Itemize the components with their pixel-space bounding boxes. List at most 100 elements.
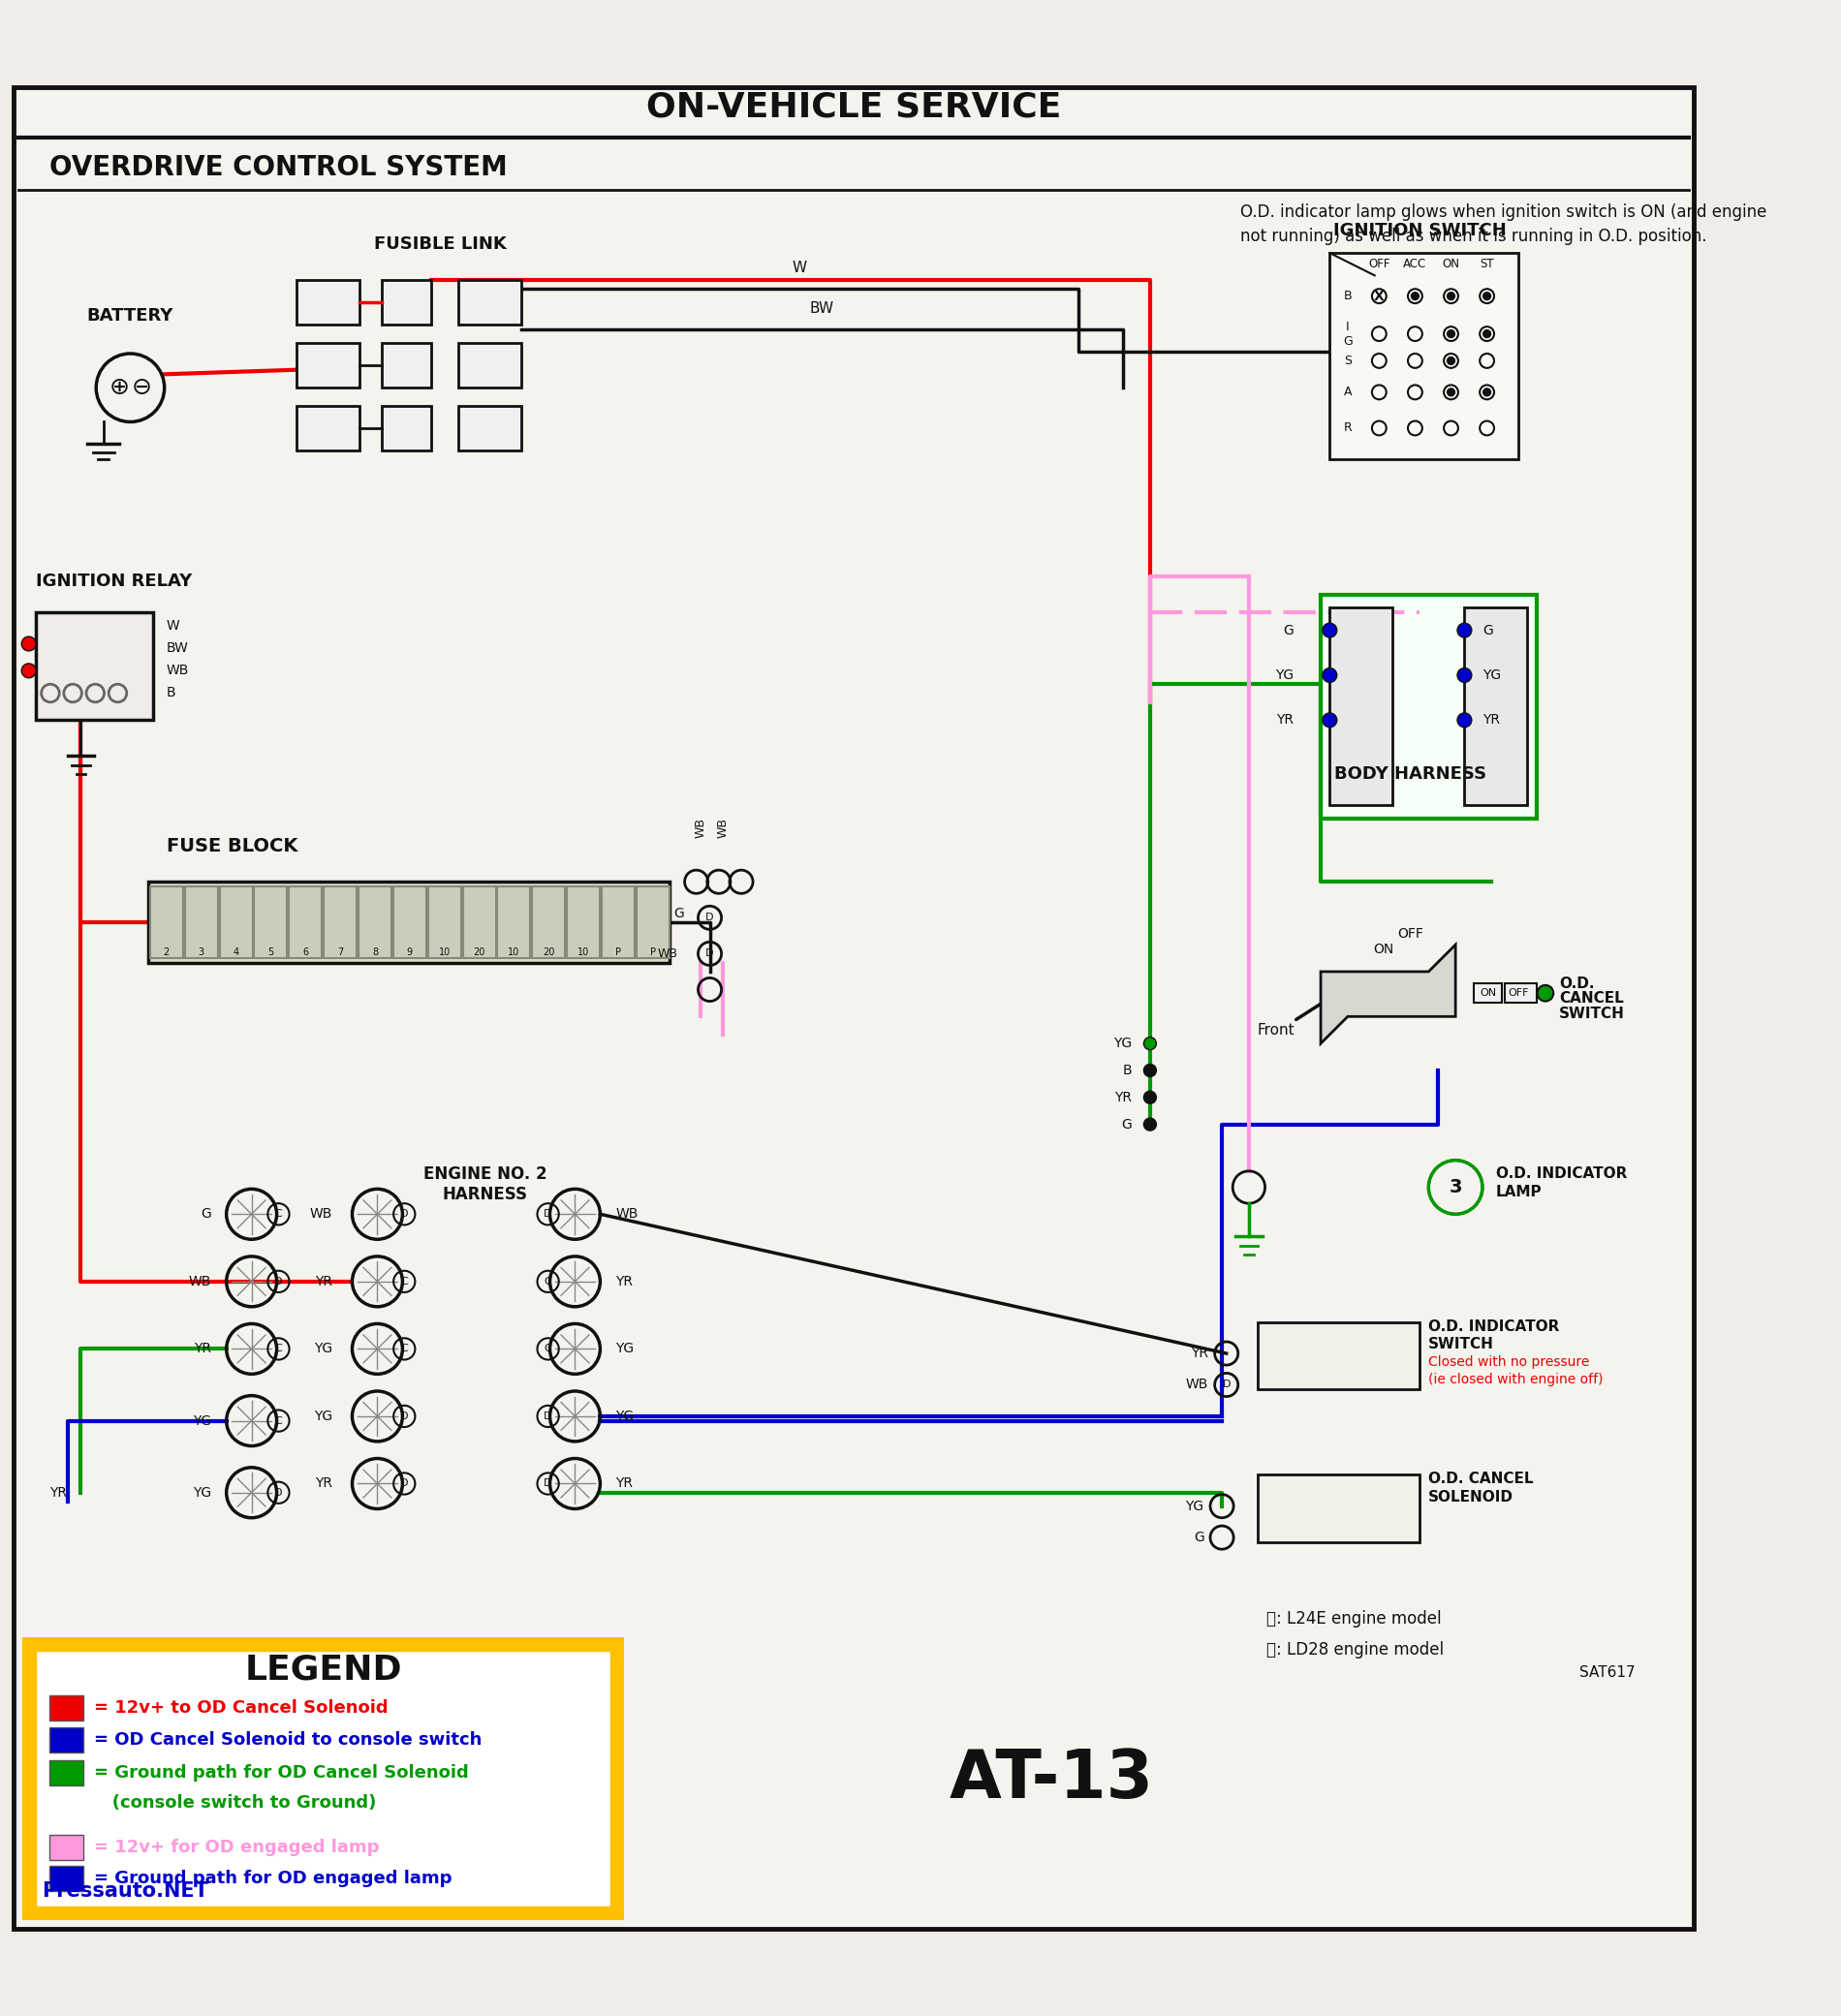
- Circle shape: [1458, 667, 1471, 681]
- Bar: [637, 887, 670, 958]
- Text: FUSE BLOCK: FUSE BLOCK: [166, 837, 298, 855]
- Text: 10: 10: [438, 948, 451, 958]
- Text: WB: WB: [716, 818, 729, 839]
- Text: W: W: [166, 619, 180, 633]
- Text: R: R: [1344, 421, 1351, 435]
- Text: SWITCH: SWITCH: [1429, 1337, 1495, 1351]
- Bar: [381, 405, 431, 452]
- Text: YG: YG: [315, 1409, 333, 1423]
- Polygon shape: [1320, 946, 1456, 1044]
- Circle shape: [1482, 292, 1491, 300]
- Text: SAT617: SAT617: [1580, 1665, 1635, 1679]
- Bar: [289, 887, 322, 958]
- Bar: [149, 881, 670, 962]
- Bar: [462, 887, 495, 958]
- Circle shape: [1143, 1119, 1156, 1131]
- Text: ON: ON: [1442, 258, 1460, 270]
- Bar: [458, 280, 521, 325]
- Text: 20: 20: [473, 948, 486, 958]
- Text: IGNITION RELAY: IGNITION RELAY: [37, 573, 191, 589]
- Bar: [37, 613, 153, 720]
- Text: D: D: [399, 1480, 409, 1488]
- Circle shape: [1482, 329, 1491, 339]
- Circle shape: [1447, 329, 1456, 339]
- Text: D: D: [274, 1488, 284, 1498]
- Text: P: P: [650, 948, 655, 958]
- Text: ON: ON: [1480, 988, 1497, 998]
- Bar: [324, 887, 357, 958]
- Text: 7: 7: [337, 948, 342, 958]
- Circle shape: [1143, 1064, 1156, 1077]
- Text: B: B: [166, 685, 175, 700]
- Bar: [381, 343, 431, 387]
- Text: OFF: OFF: [1368, 258, 1390, 270]
- Text: C: C: [401, 1345, 409, 1353]
- Text: D: D: [274, 1276, 284, 1286]
- Bar: [602, 887, 635, 958]
- Bar: [50, 1835, 83, 1861]
- Circle shape: [1322, 667, 1337, 681]
- Text: 8: 8: [372, 948, 377, 958]
- Text: W: W: [462, 290, 477, 304]
- Circle shape: [1482, 387, 1491, 397]
- Text: D: D: [543, 1411, 552, 1421]
- Text: C: C: [274, 1345, 282, 1353]
- Circle shape: [1537, 986, 1554, 1002]
- Text: 20: 20: [543, 948, 554, 958]
- Text: D: D: [705, 913, 714, 923]
- Text: YG: YG: [615, 1343, 633, 1355]
- Text: YG: YG: [315, 1343, 333, 1355]
- Text: SWITCH: SWITCH: [1559, 1006, 1624, 1022]
- Text: 9: 9: [407, 948, 412, 958]
- Text: YG: YG: [1482, 669, 1500, 681]
- Bar: [1464, 607, 1528, 806]
- Circle shape: [1143, 1036, 1156, 1050]
- Text: (console switch to Ground): (console switch to Ground): [94, 1794, 377, 1810]
- Circle shape: [1410, 292, 1419, 300]
- Text: 10: 10: [578, 948, 589, 958]
- Bar: [359, 887, 392, 958]
- Bar: [50, 1867, 83, 1891]
- Circle shape: [1447, 292, 1456, 300]
- Text: W: W: [462, 359, 477, 373]
- Text: D: D: [1222, 1381, 1230, 1389]
- Text: BW: BW: [166, 641, 188, 655]
- Bar: [35, 1649, 611, 1907]
- Text: OFF: OFF: [1508, 988, 1528, 998]
- Text: D: D: [399, 1210, 409, 1220]
- Text: B: B: [1344, 290, 1351, 302]
- Text: D: D: [399, 1411, 409, 1421]
- Text: WB: WB: [309, 1208, 333, 1222]
- Text: B: B: [307, 359, 317, 373]
- Circle shape: [1322, 623, 1337, 637]
- Circle shape: [1143, 1091, 1156, 1103]
- Circle shape: [1447, 357, 1456, 365]
- Bar: [151, 887, 182, 958]
- Text: G: G: [1193, 1530, 1204, 1544]
- Text: = 12v+ for OD engaged lamp: = 12v+ for OD engaged lamp: [94, 1839, 379, 1857]
- Text: YG: YG: [615, 1409, 633, 1423]
- Text: C: C: [545, 1276, 552, 1286]
- Text: Br: Br: [307, 294, 324, 310]
- Text: YR: YR: [1276, 714, 1294, 728]
- Bar: [1257, 1322, 1419, 1389]
- Circle shape: [22, 663, 37, 677]
- Bar: [219, 887, 252, 958]
- Text: O.D.: O.D.: [1559, 976, 1594, 990]
- Text: X: X: [1373, 290, 1384, 302]
- Circle shape: [22, 637, 37, 651]
- Bar: [50, 1728, 83, 1752]
- Bar: [50, 1760, 83, 1786]
- Text: ⓓ: LD28 engine model: ⓓ: LD28 engine model: [1267, 1641, 1443, 1659]
- Text: (ie closed with engine off): (ie closed with engine off): [1429, 1373, 1604, 1387]
- Bar: [458, 343, 521, 387]
- Circle shape: [1322, 714, 1337, 728]
- Text: 3: 3: [199, 948, 204, 958]
- Text: G: G: [674, 907, 685, 919]
- Text: WB: WB: [657, 948, 677, 960]
- Text: S: S: [1344, 355, 1351, 367]
- Text: = 12v+ to OD Cancel Solenoid: = 12v+ to OD Cancel Solenoid: [94, 1699, 388, 1718]
- Text: G: G: [1482, 623, 1493, 637]
- Text: AT-13: AT-13: [948, 1746, 1154, 1810]
- Text: YR: YR: [50, 1486, 66, 1500]
